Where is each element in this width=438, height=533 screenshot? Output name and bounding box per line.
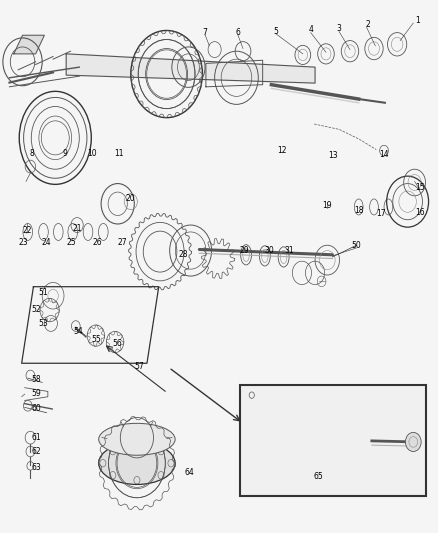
- Text: 31: 31: [284, 246, 293, 255]
- Text: 52: 52: [32, 304, 41, 313]
- Text: 1: 1: [415, 17, 420, 26]
- Text: 27: 27: [117, 238, 127, 247]
- Text: 22: 22: [22, 226, 32, 235]
- Text: 59: 59: [32, 389, 41, 398]
- Text: 64: 64: [184, 469, 194, 477]
- Text: 10: 10: [88, 149, 97, 158]
- Text: 15: 15: [415, 183, 425, 192]
- Text: 26: 26: [93, 238, 102, 247]
- Text: 6: 6: [235, 28, 240, 37]
- Text: 16: 16: [415, 208, 425, 217]
- Text: 18: 18: [354, 206, 364, 215]
- Text: 24: 24: [42, 238, 51, 247]
- Text: 63: 63: [32, 463, 41, 472]
- Text: 50: 50: [352, 241, 361, 250]
- Text: 53: 53: [39, 319, 48, 328]
- Bar: [240, 384, 426, 496]
- Text: 65: 65: [314, 472, 323, 481]
- Text: 8: 8: [30, 149, 35, 158]
- Text: 14: 14: [379, 150, 389, 159]
- Text: 5: 5: [273, 27, 278, 36]
- Text: 60: 60: [32, 405, 41, 414]
- Circle shape: [406, 432, 421, 451]
- Text: 21: 21: [72, 224, 82, 233]
- Text: 3: 3: [337, 24, 342, 33]
- Text: 17: 17: [377, 209, 386, 218]
- Text: 23: 23: [18, 238, 28, 247]
- Text: 51: 51: [39, 287, 48, 296]
- Text: 19: 19: [322, 201, 332, 210]
- Text: 61: 61: [32, 433, 41, 442]
- Text: 9: 9: [63, 149, 68, 158]
- Text: 20: 20: [126, 194, 136, 203]
- Text: 29: 29: [240, 246, 249, 255]
- Polygon shape: [66, 54, 315, 83]
- Ellipse shape: [99, 423, 175, 455]
- Text: 11: 11: [115, 149, 124, 158]
- Text: 57: 57: [134, 362, 145, 371]
- Text: 56: 56: [113, 339, 123, 348]
- Text: 55: 55: [91, 335, 101, 344]
- Text: 58: 58: [32, 375, 41, 384]
- Text: 7: 7: [203, 28, 208, 37]
- Text: 54: 54: [74, 327, 83, 336]
- Text: 13: 13: [328, 151, 338, 160]
- Text: 12: 12: [277, 146, 286, 155]
- Text: 2: 2: [365, 20, 370, 29]
- Text: 25: 25: [67, 238, 76, 247]
- Text: 4: 4: [308, 26, 313, 35]
- Text: 28: 28: [178, 251, 188, 260]
- Text: 30: 30: [265, 246, 274, 255]
- Polygon shape: [14, 35, 44, 54]
- Ellipse shape: [99, 442, 175, 484]
- Text: 62: 62: [32, 447, 41, 456]
